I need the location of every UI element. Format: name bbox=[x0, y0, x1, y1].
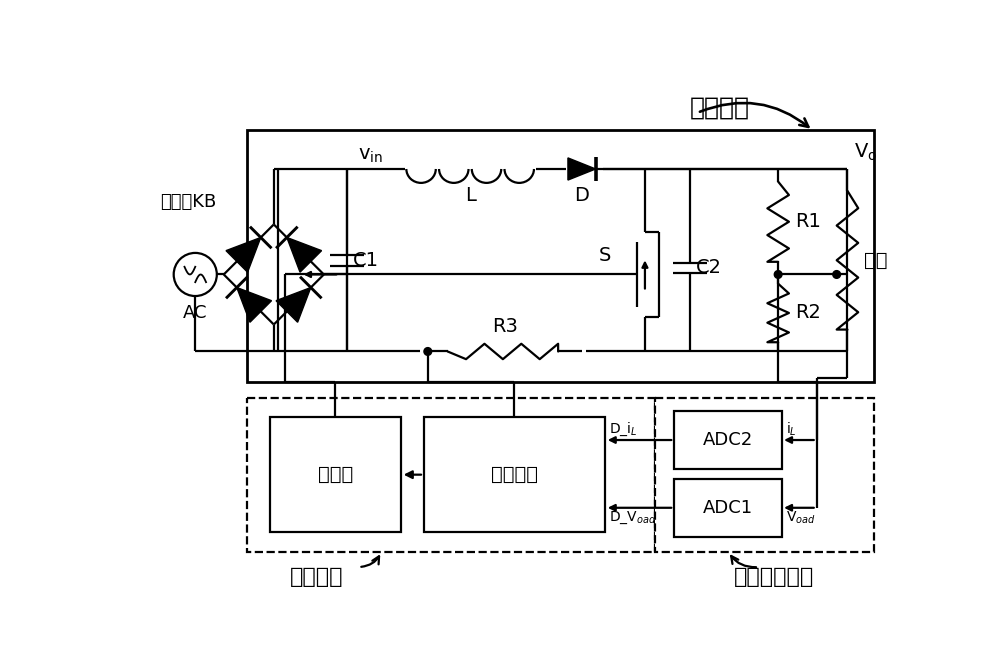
Text: AC: AC bbox=[183, 304, 208, 322]
Polygon shape bbox=[276, 288, 311, 322]
Text: V$_{oad}$: V$_{oad}$ bbox=[786, 510, 816, 527]
Text: 负载: 负载 bbox=[864, 251, 888, 270]
Circle shape bbox=[833, 271, 841, 279]
Text: C1: C1 bbox=[353, 251, 379, 270]
Text: 功率电路: 功率电路 bbox=[690, 96, 750, 119]
Bar bbox=[655, 398, 874, 551]
Text: D_i$_L$: D_i$_L$ bbox=[609, 421, 637, 437]
Polygon shape bbox=[287, 238, 322, 272]
Text: C2: C2 bbox=[696, 258, 722, 277]
Polygon shape bbox=[568, 158, 596, 180]
Polygon shape bbox=[226, 238, 261, 272]
Bar bbox=[247, 398, 655, 551]
Text: 控制电路: 控制电路 bbox=[289, 567, 343, 587]
Text: 栅驱动: 栅驱动 bbox=[318, 465, 353, 484]
Circle shape bbox=[424, 348, 432, 355]
Text: R1: R1 bbox=[795, 212, 821, 231]
Text: R3: R3 bbox=[492, 317, 518, 336]
Bar bbox=[270, 417, 401, 533]
Text: 数模转换电路: 数模转换电路 bbox=[734, 567, 814, 587]
Circle shape bbox=[774, 271, 782, 279]
Text: V$_\mathrm{o}$: V$_\mathrm{o}$ bbox=[854, 141, 877, 163]
Text: 控制芯片: 控制芯片 bbox=[491, 465, 538, 484]
Text: i$_L$: i$_L$ bbox=[786, 421, 797, 437]
Text: v$_\mathrm{in}$: v$_\mathrm{in}$ bbox=[358, 146, 384, 165]
Text: D_V$_{oad}$: D_V$_{oad}$ bbox=[609, 510, 656, 527]
Polygon shape bbox=[237, 288, 272, 322]
Text: ADC1: ADC1 bbox=[703, 499, 753, 517]
Text: L: L bbox=[465, 186, 476, 205]
Bar bbox=[247, 130, 874, 382]
Bar bbox=[674, 478, 782, 537]
Text: R2: R2 bbox=[795, 303, 821, 322]
Bar bbox=[424, 417, 605, 533]
Text: S: S bbox=[599, 245, 611, 265]
Text: 整流桥KB: 整流桥KB bbox=[160, 193, 216, 210]
Text: ADC2: ADC2 bbox=[703, 431, 753, 449]
Text: D: D bbox=[574, 186, 589, 205]
Bar bbox=[674, 411, 782, 469]
